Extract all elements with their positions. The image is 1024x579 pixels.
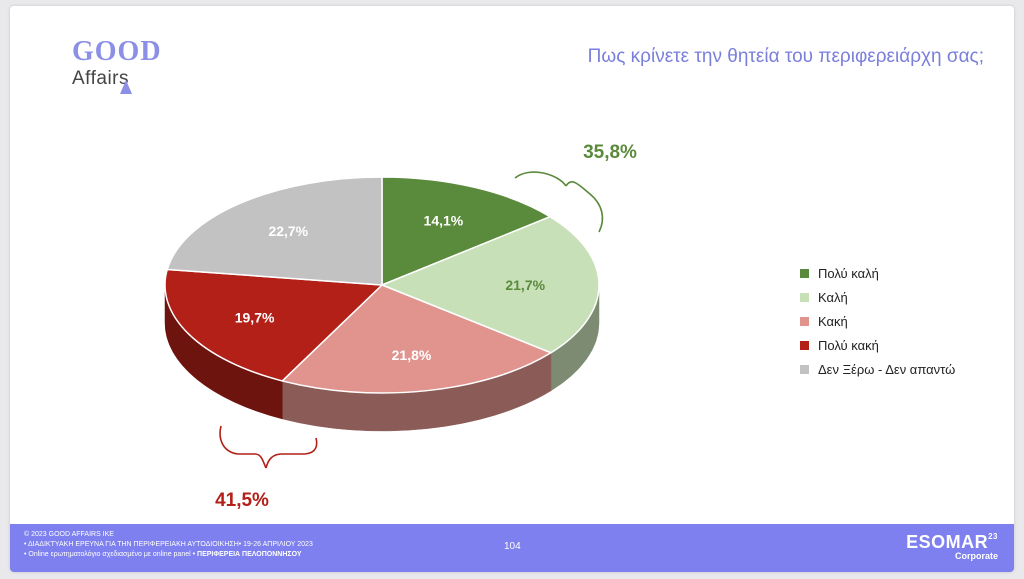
page-title: Πως κρίνετε την θητεία του περιφερειάρχη… bbox=[587, 46, 984, 67]
legend-label: Καλή bbox=[818, 289, 848, 305]
legend-item-κακή: Κακή bbox=[800, 309, 955, 333]
footer-copyright: © 2023 GOOD AFFAIRS IKE bbox=[24, 531, 114, 538]
esomar-sup: 23 bbox=[988, 532, 998, 541]
esomar-logo: ESOMAR23 Corporate bbox=[906, 532, 998, 561]
data-label-καλή: 21,7% bbox=[505, 277, 545, 293]
pie-slice-καλή bbox=[379, 215, 600, 354]
legend-item-πολύ-καλή: Πολύ καλή bbox=[800, 261, 955, 285]
legend-label: Κακή bbox=[818, 313, 848, 329]
data-label-πολύ-καλή: 14,1% bbox=[424, 213, 464, 229]
annotation-negative-total: 41,5% bbox=[215, 490, 269, 511]
footer-method-text: • Online ερωτηματολόγιο σχεδιασμένο με o… bbox=[24, 551, 191, 558]
footer-region: • ΠΕΡΙΦΕΡΕΙΑ ΠΕΛΟΠΟΝΝΗΣΟΥ bbox=[192, 551, 302, 558]
footer-method: • Online ερωτηματολόγιο σχεδιασμένο με o… bbox=[24, 550, 313, 560]
bracket-positive bbox=[514, 171, 604, 233]
data-label-κακή: 21,8% bbox=[392, 347, 432, 363]
legend-swatch bbox=[800, 268, 809, 278]
legend-swatch bbox=[800, 340, 809, 350]
data-label-δεν-ξέρω-δεν-απαντώ: 22,7% bbox=[268, 223, 308, 239]
legend-swatch bbox=[800, 364, 809, 374]
legend-swatch bbox=[800, 292, 809, 302]
logo-affairs-text: Affairs bbox=[72, 68, 130, 89]
footer-survey: • ΔΙΑΔΙΚΤΥΑΚΗ ΕΡΕΥΝΑ ΓΙΑ ΤΗΝ ΠΕΡΙΦΕΡΕΙΑΚ… bbox=[24, 541, 313, 548]
footer-bar: © 2023 GOOD AFFAIRS IKE • ΔΙΑΔΙΚΤΥΑΚΗ ΕΡ… bbox=[10, 524, 1014, 572]
chart-legend: Πολύ καλή Καλή Κακή Πολύ κακή Δεν Ξέρω - Δεν… bbox=[800, 261, 955, 381]
legend-label: Πολύ καλή bbox=[818, 265, 879, 281]
legend-item-καλή: Καλή bbox=[800, 285, 955, 309]
slide: GOOD Affairs Πως κρίνετε την θητεία του … bbox=[10, 6, 1014, 572]
data-label-πολύ-κακή: 19,7% bbox=[235, 310, 275, 326]
footer-notes: © 2023 GOOD AFFAIRS IKE • ΔΙΑΔΙΚΤΥΑΚΗ ΕΡ… bbox=[24, 530, 313, 560]
logo-good-text: GOOD bbox=[72, 36, 162, 67]
page-number: 104 bbox=[504, 541, 521, 552]
pie-top bbox=[164, 176, 600, 394]
legend-label: Δεν Ξέρω - Δεν απαντώ bbox=[818, 361, 956, 377]
good-affairs-logo: GOOD Affairs bbox=[70, 36, 180, 96]
legend-label: Πολύ κακή bbox=[818, 337, 879, 353]
logo-triangle-icon bbox=[120, 80, 132, 94]
pie-slice-κακή bbox=[280, 284, 553, 394]
annotation-positive-total: 35,8% bbox=[583, 142, 637, 163]
esomar-sub: Corporate bbox=[954, 551, 998, 561]
pie-slice-δεν-ξέρω-δεν-απαντώ bbox=[166, 176, 383, 286]
legend-swatch bbox=[800, 316, 809, 326]
pie-slice-πολύ-κακή bbox=[164, 268, 384, 382]
esomar-text: ESOMAR bbox=[906, 532, 989, 552]
legend-item-πολύ-κακή: Πολύ κακή bbox=[800, 333, 955, 357]
bracket-negative bbox=[219, 425, 318, 469]
pie-chart: 14,1% 21,7% 21,8% 19,7% 22,7% 35,8% 41,5% bbox=[164, 142, 637, 511]
pie-slice-πολύ-καλή bbox=[381, 176, 552, 287]
legend-item-δεν-ξέρω-δεν-απαντώ: Δεν Ξέρω - Δεν απαντώ bbox=[800, 357, 955, 381]
